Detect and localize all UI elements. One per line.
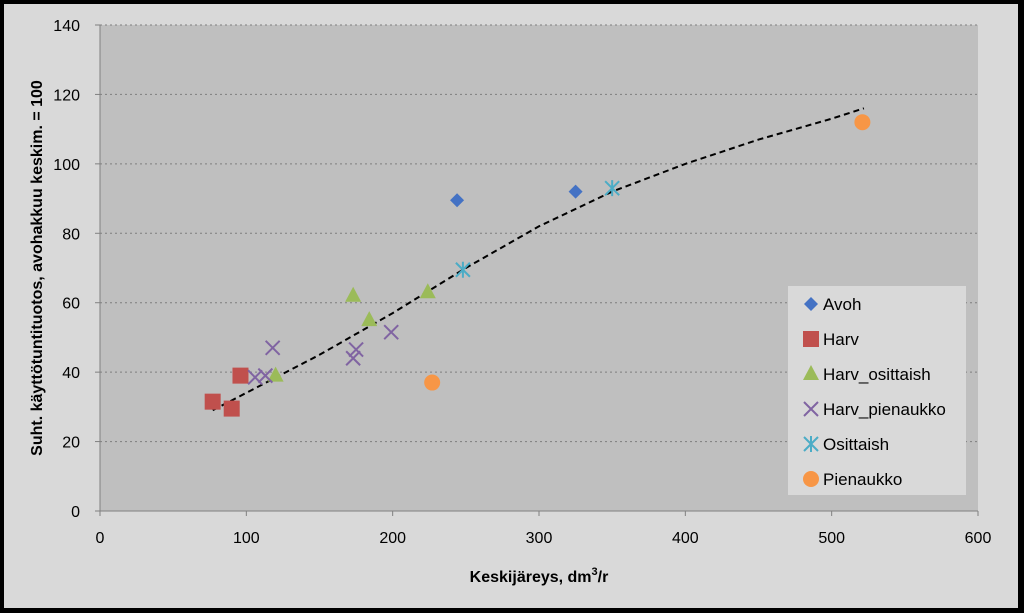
y-tick-labels: 0 20 40 60 80 100 120 140 xyxy=(53,18,100,521)
legend-label: Avoh xyxy=(823,295,861,314)
x-tick-label: 200 xyxy=(379,530,406,547)
y-tick-label: 100 xyxy=(53,157,80,174)
data-point xyxy=(348,341,364,358)
series-harv xyxy=(204,367,249,417)
data-point xyxy=(223,400,240,417)
legend-label: Harv xyxy=(823,330,859,349)
data-point xyxy=(854,114,871,131)
legend-marker xyxy=(803,471,819,487)
x-tick-label: 600 xyxy=(965,530,992,547)
y-tick-label: 80 xyxy=(62,226,80,243)
data-point xyxy=(383,324,399,340)
y-tick-label: 40 xyxy=(62,365,80,382)
legend-label: Pienaukko xyxy=(823,470,902,489)
legend-entry: Harv_pienaukko xyxy=(803,400,946,419)
data-point xyxy=(568,184,583,199)
series-harv-osittaish xyxy=(267,283,436,382)
y-tick-label: 20 xyxy=(62,435,80,452)
series-harv-pienaukko xyxy=(247,324,399,386)
x-tick-label: 300 xyxy=(526,530,553,547)
data-point xyxy=(264,340,281,356)
data-point xyxy=(345,286,362,302)
legend-marker xyxy=(804,297,818,311)
trendline xyxy=(212,107,865,412)
x-tick-labels: 0 100 200 300 400 500 600 xyxy=(96,511,992,547)
data-point xyxy=(257,367,274,384)
data-point xyxy=(604,180,620,197)
legend-entry: Harv_osittaish xyxy=(803,365,931,384)
data-point xyxy=(450,193,465,208)
legend-entry: Osittaish xyxy=(803,435,889,454)
legend-entry: Harv xyxy=(803,330,859,349)
data-point xyxy=(204,393,221,410)
data-point xyxy=(455,261,471,278)
legend: Avoh Harv Harv_osittaish Harv_pienaukko Osit… xyxy=(788,286,966,495)
series-avoh xyxy=(450,184,583,208)
y-tick-label: 0 xyxy=(71,504,80,521)
legend-label: Harv_pienaukko xyxy=(823,400,946,419)
y-tick-label: 120 xyxy=(53,87,80,104)
x-axis-title: Keskijäreys, dm3/r xyxy=(470,566,609,586)
legend-marker xyxy=(803,436,819,452)
y-axis-title: Suht. käyttötuntituotos, avohakkuu keski… xyxy=(29,80,46,456)
data-point xyxy=(424,374,441,391)
legend-marker xyxy=(803,401,819,417)
x-tick-label: 0 xyxy=(96,530,105,547)
x-tick-label: 100 xyxy=(233,530,260,547)
legend-label: Harv_osittaish xyxy=(823,365,931,384)
x-tick-label: 500 xyxy=(818,530,845,547)
series-osittaish xyxy=(455,180,620,278)
legend-label: Osittaish xyxy=(823,435,889,454)
legend-marker xyxy=(803,331,819,347)
legend-marker xyxy=(803,365,819,380)
y-tick-label: 140 xyxy=(53,18,80,35)
x-tick-label: 400 xyxy=(672,530,699,547)
data-point xyxy=(267,366,284,382)
data-point xyxy=(232,367,249,384)
data-points xyxy=(204,114,871,417)
legend-box xyxy=(788,286,966,495)
data-point xyxy=(419,283,436,299)
y-tick-label: 60 xyxy=(62,296,80,313)
series-pienaukko xyxy=(424,114,871,391)
data-point xyxy=(361,311,378,327)
legend-entry: Pienaukko xyxy=(803,470,902,489)
data-point xyxy=(345,350,361,366)
legend-entry: Avoh xyxy=(804,295,861,314)
